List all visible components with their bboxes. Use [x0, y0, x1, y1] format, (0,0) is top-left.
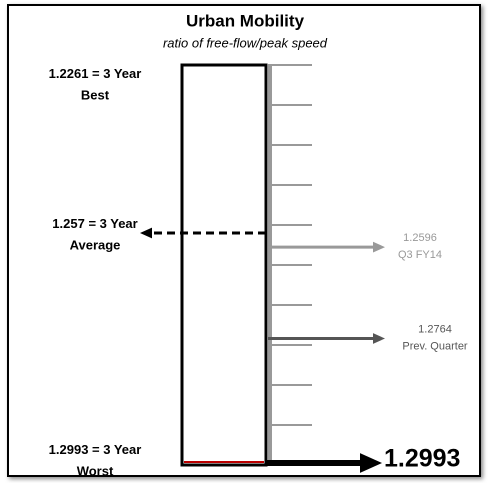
series-name: Q3 FY14	[398, 249, 442, 261]
reference-value: 1.2261	[49, 66, 89, 81]
reference-label: 1.2993 = 3 Year	[49, 442, 142, 457]
reference-value: 1.257	[52, 216, 85, 231]
reference-text: = 3 Year	[88, 216, 137, 231]
reference-arrow	[140, 227, 266, 239]
chart-subtitle: ratio of free-flow/peak speed	[163, 35, 328, 50]
reference-arrow-head	[140, 227, 152, 239]
reference-label: 1.2261 = 3 Year	[49, 66, 142, 81]
series-arrow	[268, 333, 385, 344]
current-value: 1.2993	[384, 445, 460, 473]
series-value: 1.2596	[403, 232, 437, 244]
series-name: Prev. Quarter	[402, 340, 468, 352]
series-arrow-head	[373, 333, 385, 344]
frame	[7, 4, 481, 477]
current-arrow-head	[360, 453, 382, 473]
series-arrow-head	[373, 241, 385, 253]
scale-ticks	[270, 64, 312, 426]
chart-title: Urban Mobility	[186, 11, 305, 30]
reference-label: 1.257 = 3 Year	[52, 216, 137, 231]
reference-text: = 3 Year	[92, 442, 141, 457]
current-arrow	[266, 453, 382, 473]
series-arrow	[268, 241, 385, 253]
reference-value: 1.2993	[49, 442, 89, 457]
reference-label-2: Average	[70, 237, 121, 252]
reference-label-2: Worst	[77, 463, 114, 478]
reference-text: = 3 Year	[92, 66, 141, 81]
series-value: 1.2764	[418, 323, 452, 335]
reference-label-2: Best	[81, 87, 110, 102]
